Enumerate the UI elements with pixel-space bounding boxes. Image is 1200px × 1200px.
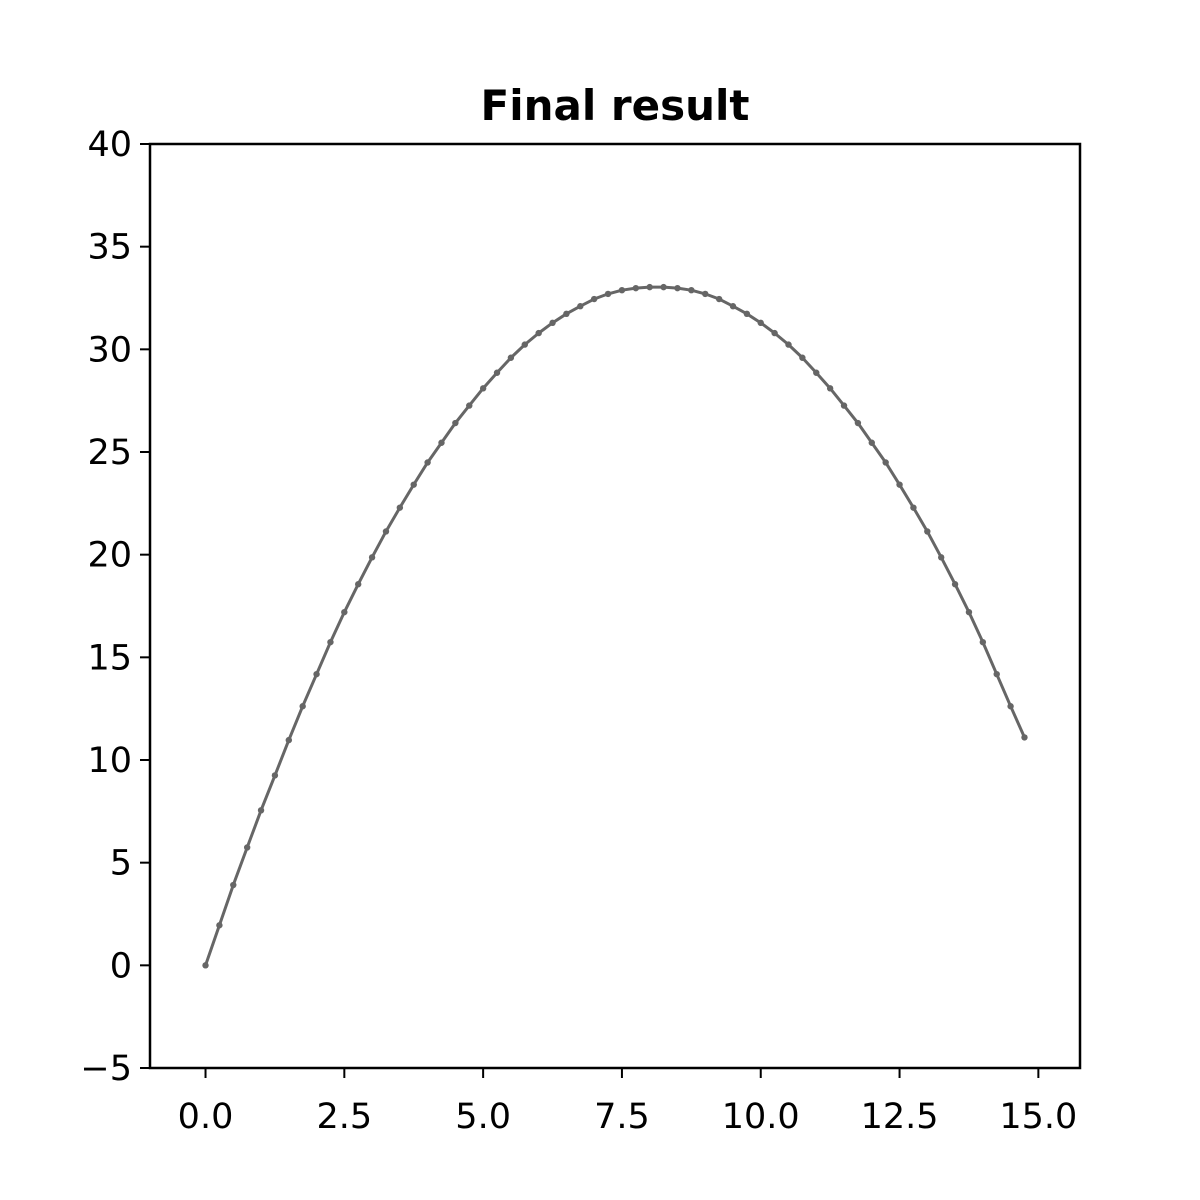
data-point	[285, 736, 293, 744]
y-tick-label: 10	[87, 741, 132, 781]
data-point	[257, 807, 265, 814]
data-point	[646, 283, 653, 291]
data-point	[479, 385, 487, 392]
y-tick-label: −5	[80, 1049, 132, 1089]
y-tick-label: 40	[87, 125, 132, 165]
data-point	[382, 528, 390, 535]
data-point	[521, 341, 528, 348]
data-point	[590, 295, 598, 303]
x-axis-ticks: 0.0 2.5 5.0 7.5 10.0 12.5 15.0	[178, 1068, 1077, 1137]
data-point	[1007, 703, 1014, 710]
data-point	[341, 608, 348, 616]
x-tick-label: 2.5	[316, 1097, 372, 1137]
data-point	[549, 319, 556, 327]
x-tick-label: 12.5	[861, 1097, 939, 1137]
data-point	[396, 504, 404, 511]
data-point	[438, 439, 445, 446]
y-tick-label: 5	[110, 844, 132, 884]
data-point	[1021, 734, 1028, 741]
data-point	[840, 402, 848, 409]
data-point	[799, 354, 806, 361]
series-line	[204, 285, 1026, 967]
data-point	[813, 369, 820, 376]
data-point	[854, 419, 862, 427]
data-point	[729, 303, 737, 310]
data-point	[299, 703, 306, 710]
data-point	[785, 341, 792, 348]
data-point	[563, 310, 570, 318]
data-point	[424, 459, 431, 466]
chart-title: Final result	[481, 81, 750, 130]
data-point	[618, 286, 626, 294]
data-point	[313, 670, 320, 678]
data-point	[243, 844, 251, 851]
data-point	[410, 481, 417, 488]
data-point	[452, 419, 459, 427]
data-point	[771, 329, 778, 337]
data-point	[688, 286, 695, 294]
data-point	[577, 303, 584, 310]
data-point	[702, 290, 709, 298]
data-point	[216, 922, 223, 929]
data-point	[368, 554, 376, 561]
data-point	[868, 439, 875, 446]
data-point	[674, 284, 681, 292]
series-layer	[202, 283, 1028, 969]
data-point	[632, 284, 640, 292]
y-tick-label: 20	[87, 536, 132, 576]
x-tick-label: 7.5	[594, 1097, 650, 1137]
data-point	[937, 554, 945, 561]
data-point	[951, 581, 959, 588]
data-point	[979, 638, 987, 646]
data-point	[924, 528, 931, 535]
data-point	[202, 962, 209, 969]
x-tick-label: 15.0	[999, 1097, 1077, 1137]
data-point	[466, 402, 473, 409]
y-tick-label: 0	[110, 946, 132, 986]
plot-area: 0.0 2.5 5.0 7.5 10.0 12.5 15.0 −5 0 5 10 15 20 25 30 3…	[80, 125, 1082, 1137]
data-point	[660, 283, 667, 291]
data-point	[896, 481, 903, 488]
data-point	[604, 290, 612, 298]
y-axis-ticks: −5 0 5 10 15 20 25 30 35 40	[80, 125, 150, 1089]
data-point	[743, 310, 751, 318]
x-tick-label: 0.0	[178, 1097, 234, 1137]
data-point	[757, 319, 764, 327]
x-tick-label: 5.0	[455, 1097, 511, 1137]
axes-frame	[148, 142, 1082, 1070]
y-tick-label: 15	[87, 638, 132, 678]
y-tick-label: 25	[87, 433, 132, 473]
y-tick-label: 35	[87, 228, 132, 268]
data-point	[535, 329, 542, 337]
data-point	[493, 369, 501, 376]
data-point	[507, 354, 515, 361]
data-point	[355, 581, 362, 588]
data-point	[882, 459, 889, 466]
data-point	[715, 295, 723, 303]
data-point	[826, 385, 834, 392]
data-point	[327, 638, 334, 646]
data-point	[271, 772, 279, 779]
x-tick-label: 10.0	[722, 1097, 800, 1137]
data-point	[910, 504, 917, 511]
y-tick-label: 30	[87, 330, 132, 370]
data-point	[230, 881, 237, 889]
data-point	[965, 608, 973, 616]
data-point	[993, 670, 1000, 678]
